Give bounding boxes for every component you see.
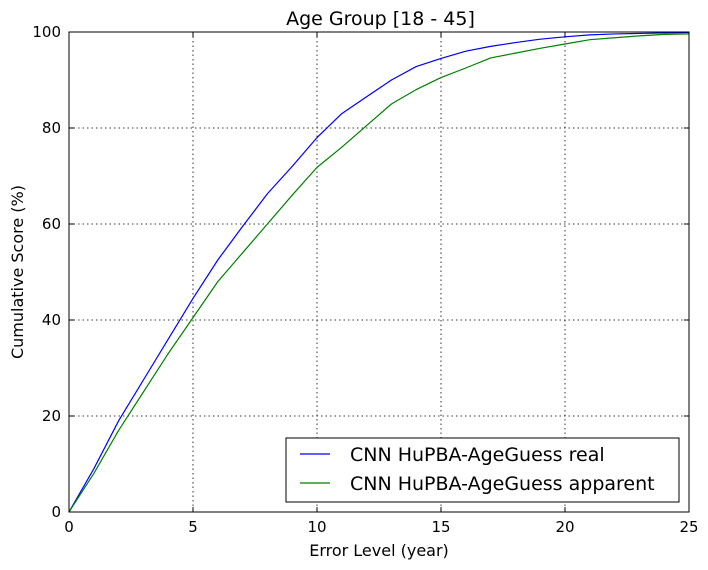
x-tick-label: 15: [431, 518, 450, 536]
x-axis-label: Error Level (year): [309, 541, 449, 560]
x-tick-label: 0: [64, 518, 74, 536]
chart-title: Age Group [18 - 45]: [286, 8, 475, 30]
x-tick-label: 5: [188, 518, 198, 536]
y-tick-label: 60: [42, 215, 61, 233]
legend-label-apparent: CNN HuPBA-AgeGuess apparent: [350, 473, 655, 495]
y-tick-label: 100: [32, 23, 61, 41]
series-line-real: [68, 31, 690, 513]
grid-lines: [69, 32, 689, 512]
y-axis-label: Cumulative Score (%): [8, 185, 27, 359]
x-tick-label: 25: [679, 518, 698, 536]
y-tick-label: 20: [42, 407, 61, 425]
y-tick-label: 40: [42, 311, 61, 329]
y-tick-label: 80: [42, 119, 61, 137]
legend-box: [285, 437, 680, 503]
legend-label-real: CNN HuPBA-AgeGuess real: [350, 444, 605, 466]
plot-frame: [68, 31, 690, 513]
series-lines: [68, 31, 690, 513]
x-tick-label: 10: [307, 518, 326, 536]
tick-labels: 0 5 10 15 20 25 0 20 40 60 80 100: [32, 23, 698, 536]
x-tick-label: 20: [555, 518, 574, 536]
legend: CNN HuPBA-AgeGuess real CNN HuPBA-AgeGue…: [285, 437, 680, 503]
y-tick-label: 0: [51, 503, 61, 521]
series-line-apparent: [68, 33, 690, 513]
